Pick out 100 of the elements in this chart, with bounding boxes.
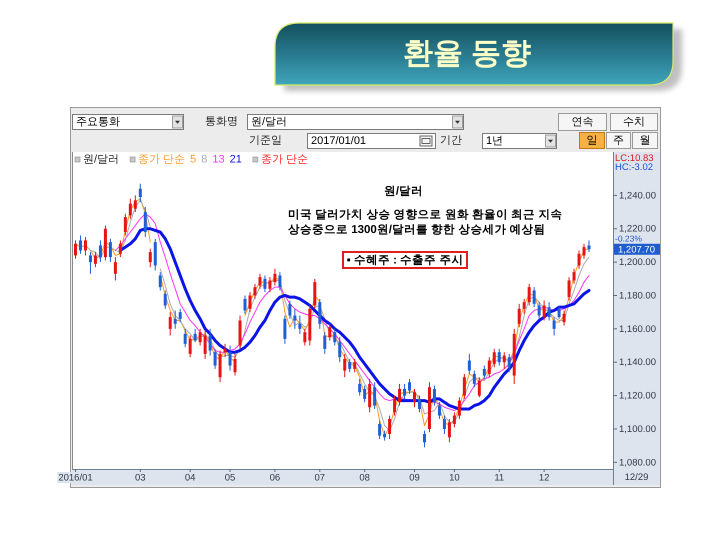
x-tick-label: 2016/01 — [58, 472, 93, 483]
y-tick-label: 1,080.00 — [619, 456, 656, 468]
text: 기간 — [440, 134, 462, 146]
candlestick — [148, 248, 152, 268]
candlestick — [293, 308, 296, 330]
candlestick — [124, 213, 127, 236]
candlestick — [518, 303, 521, 328]
candlestick — [358, 378, 362, 396]
x-tick-label: 04 — [184, 472, 196, 483]
candlestick — [542, 300, 546, 322]
candlestick — [318, 298, 322, 330]
text: 21 — [230, 154, 242, 166]
candlestick — [432, 385, 436, 406]
candlestick — [478, 376, 481, 398]
x-tick-label: 08 — [359, 472, 370, 483]
candlestick — [313, 278, 316, 310]
candlestick — [482, 365, 486, 380]
candlestick — [258, 273, 262, 290]
y-tick-label: 1,120.00 — [619, 390, 656, 402]
candlestick — [188, 335, 192, 358]
text: 기준일 — [249, 134, 282, 146]
candlestick — [118, 240, 122, 258]
x-tick-label: 10 — [449, 472, 460, 483]
candlestick — [472, 370, 476, 388]
candlestick — [228, 345, 232, 372]
candlestick — [373, 382, 376, 410]
candlestick — [548, 302, 551, 322]
button: 수치 — [610, 113, 658, 131]
candlestick — [184, 328, 187, 348]
annotation: 상승중으로 1300원/달러를 향한 상승세가 예상됨 — [287, 223, 546, 236]
candlestick — [134, 194, 137, 213]
candlestick — [204, 330, 207, 360]
text: LC:10.83 — [615, 152, 654, 164]
candlestick — [88, 252, 92, 274]
candlestick — [528, 283, 531, 306]
candlestick — [438, 402, 441, 420]
candlestick — [174, 310, 177, 330]
candlestick — [343, 353, 346, 378]
candlestick — [333, 328, 336, 346]
candlestick — [408, 378, 412, 394]
annotation: 미국 달러가치 상승 영향으로 원화 환율이 최근 지속 — [288, 208, 562, 221]
candlestick — [208, 328, 212, 356]
x-tick-label: 12 — [538, 472, 550, 483]
x-tick-label: 06 — [270, 472, 280, 483]
text: 1,207.70 — [618, 244, 655, 255]
candlestick — [244, 294, 246, 314]
candlestick — [248, 292, 252, 313]
candlestick — [298, 315, 302, 334]
y-tick-label: 1,220.00 — [619, 223, 656, 234]
candlestick — [578, 250, 581, 270]
candlestick — [108, 238, 112, 263]
candlestick — [323, 332, 326, 354]
candlestick — [388, 415, 392, 440]
annotation: 종가 단순 — [260, 154, 308, 166]
candlestick — [303, 328, 306, 346]
candlestick — [468, 353, 471, 374]
text: 원/달러 — [83, 154, 120, 166]
y-tick-label: 1,140.00 — [619, 356, 656, 368]
candlestick — [74, 240, 77, 260]
text: 12/29 — [624, 472, 648, 482]
candlestick — [278, 272, 282, 291]
candlestick — [562, 310, 566, 326]
candlestick — [442, 415, 446, 434]
annotation: ▪ 수혜주 : 수출주 주시 — [346, 254, 464, 266]
text: 13 — [212, 154, 225, 166]
dropdown: 주요통화 — [72, 114, 184, 130]
candlestick — [418, 395, 421, 413]
candlestick — [363, 385, 366, 403]
candlestick — [198, 328, 202, 346]
candlestick — [98, 240, 102, 263]
x-tick-label: 11 — [494, 472, 504, 483]
candlestick — [532, 286, 536, 308]
candlestick — [393, 395, 396, 416]
candlestick — [368, 378, 372, 413]
candlestick — [128, 198, 132, 220]
candlestick — [273, 268, 276, 286]
candlestick — [94, 252, 97, 268]
y-tick-label: 1,240.00 — [619, 190, 656, 201]
x-tick-label: 09 — [409, 472, 420, 483]
text: HC:-3.02 — [615, 162, 654, 172]
text: 원/달러 — [384, 184, 424, 198]
candlestick — [413, 388, 416, 408]
candlestick — [422, 430, 426, 448]
candlestick — [168, 312, 172, 336]
candlestick — [552, 316, 556, 336]
candlestick — [462, 373, 466, 400]
candlestick — [558, 304, 561, 320]
candlestick — [403, 383, 406, 400]
candlestick — [488, 356, 491, 378]
candlestick — [498, 348, 501, 366]
candlestick — [508, 353, 511, 373]
annotation: 종가 단순 — [138, 154, 186, 166]
candlestick — [253, 283, 256, 300]
candlestick — [538, 302, 541, 320]
candlestick — [78, 234, 82, 254]
candlestick — [283, 315, 286, 344]
candlestick — [218, 350, 222, 383]
candlestick — [588, 240, 590, 253]
candlestick — [214, 348, 217, 370]
candlestick — [383, 430, 386, 442]
